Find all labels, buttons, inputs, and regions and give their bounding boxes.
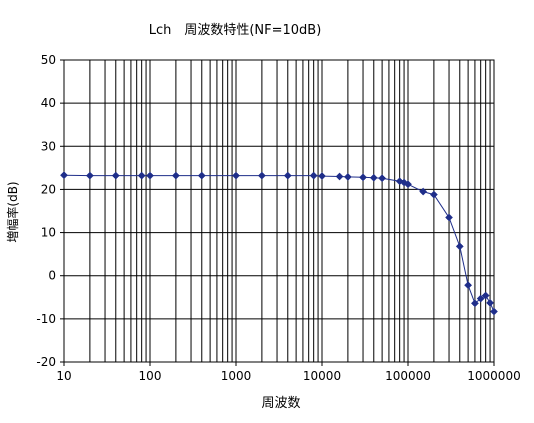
x-tick-label: 1000 [221, 369, 252, 383]
axes: -20 -10 0 10 20 30 40 50 10 100 1000 10000 100000 100… [36, 53, 520, 383]
data-point [309, 171, 318, 180]
data-point [146, 171, 154, 180]
data-point [318, 172, 326, 181]
data-point [455, 242, 464, 251]
series-main [60, 171, 498, 316]
grid-lines [64, 60, 494, 362]
x-axis-label: 周波数 [261, 396, 300, 411]
y-tick-label: 20 [41, 182, 56, 196]
data-point [486, 298, 495, 307]
data-point [197, 171, 206, 180]
y-tick-label: 10 [41, 226, 56, 240]
x-tick-label: 1000000 [467, 369, 520, 383]
data-point [464, 281, 473, 290]
data-point [476, 294, 485, 303]
data-point [60, 171, 68, 180]
y-tick-label: 50 [41, 53, 56, 67]
data-point [111, 171, 120, 180]
data-point [481, 291, 490, 300]
data-point [419, 187, 428, 196]
x-tick-label: 100 [139, 369, 162, 383]
data-point [257, 171, 266, 180]
plot-border [63, 59, 495, 363]
data-point [335, 172, 344, 181]
data-point [359, 173, 367, 182]
data-point [404, 180, 412, 189]
data-point [85, 171, 94, 180]
y-tick-label: -20 [36, 355, 56, 369]
data-point [343, 172, 352, 181]
data-point [400, 178, 409, 187]
data-point [369, 173, 378, 182]
plot-background [64, 60, 494, 362]
data-point [283, 171, 292, 180]
data-point [378, 174, 387, 183]
y-axis-label: 増幅率(dB) [5, 181, 20, 242]
data-point [470, 299, 479, 308]
chart-title: Lch 周波数特性(NF=10dB) [149, 23, 322, 38]
y-tick-label: -10 [36, 312, 56, 326]
data-point [232, 171, 240, 180]
data-point [445, 213, 453, 222]
data-point [137, 171, 146, 180]
series-line [63, 174, 495, 312]
data-point [490, 307, 498, 316]
data-point [171, 171, 180, 180]
data-point [429, 190, 438, 199]
y-tick-label: 0 [48, 269, 56, 283]
x-tick-label: 100000 [385, 369, 431, 383]
x-tick-label: 10000 [303, 369, 341, 383]
x-tick-label: 10 [56, 369, 71, 383]
y-tick-label: 30 [41, 139, 56, 153]
y-tick-label: 40 [41, 96, 56, 110]
